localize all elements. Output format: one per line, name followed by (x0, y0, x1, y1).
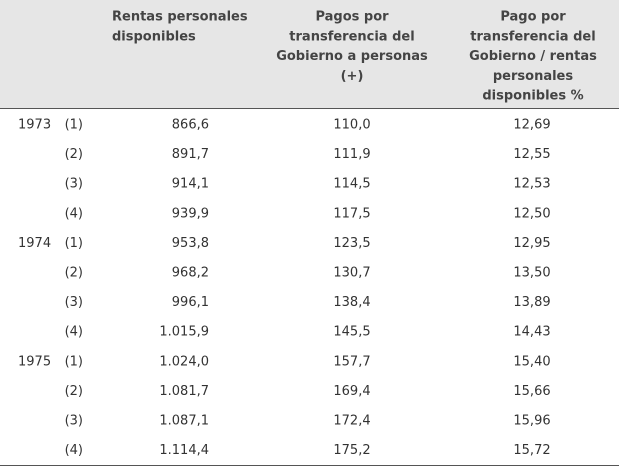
cell-value: 13,89 (513, 295, 550, 310)
cell-value: 939,9 (172, 206, 209, 221)
cell-value: 15,72 (513, 443, 550, 458)
cell-value: 14,43 (513, 325, 550, 340)
cell-value: 123,5 (333, 236, 370, 251)
column-header: transferencia del (289, 29, 414, 44)
column-header: Rentas personales (112, 10, 248, 25)
column-header: personales (493, 69, 574, 84)
cell-value: 12,53 (513, 177, 550, 192)
column-header: Gobierno a personas (276, 49, 428, 64)
period-label: (3) (65, 414, 83, 429)
cell-value: 12,69 (513, 118, 550, 133)
column-header: transferencia del (470, 29, 595, 44)
cell-value: 117,5 (333, 206, 370, 221)
cell-value: 130,7 (333, 266, 370, 281)
cell-value: 13,50 (513, 266, 550, 281)
column-header: Gobierno / rentas (469, 49, 597, 64)
cell-value: 996,1 (172, 295, 209, 310)
cell-value: 12,50 (513, 206, 550, 221)
cell-value: 968,2 (172, 266, 209, 281)
cell-value: 1.015,9 (159, 325, 209, 340)
column-header: Pago por (500, 10, 566, 25)
cell-value: 12,95 (513, 236, 550, 251)
period-label: (1) (65, 236, 83, 251)
cell-value: 15,40 (513, 354, 550, 369)
cell-value: 1.081,7 (159, 384, 209, 399)
cell-value: 145,5 (333, 325, 370, 340)
column-header: disponibles % (482, 89, 583, 104)
period-label: (1) (65, 118, 83, 133)
cell-value: 12,55 (513, 147, 550, 162)
cell-value: 114,5 (333, 177, 370, 192)
cell-value: 157,7 (333, 354, 370, 369)
period-label: (2) (65, 384, 83, 399)
cell-value: 1.024,0 (159, 354, 209, 369)
cell-value: 866,6 (172, 118, 209, 133)
period-label: 1974 (18, 236, 51, 251)
cell-value: 891,7 (172, 147, 209, 162)
cell-value: 110,0 (333, 118, 370, 133)
cell-value: 914,1 (172, 177, 209, 192)
cell-value: 1.087,1 (159, 414, 209, 429)
header-background (0, 0, 619, 108)
cell-value: 1.114,4 (159, 443, 209, 458)
period-label: (1) (65, 354, 83, 369)
period-label: (2) (65, 266, 83, 281)
cell-value: 172,4 (333, 414, 370, 429)
period-label: (4) (65, 325, 83, 340)
column-header: (+) (341, 69, 364, 84)
cell-value: 953,8 (172, 236, 209, 251)
cell-value: 111,9 (333, 147, 370, 162)
cell-value: 175,2 (333, 443, 370, 458)
period-label: (3) (65, 295, 83, 310)
cell-value: 15,66 (513, 384, 550, 399)
period-label: (2) (65, 147, 83, 162)
period-label: 1973 (18, 118, 51, 133)
cell-value: 138,4 (333, 295, 370, 310)
period-label: (4) (65, 206, 83, 221)
column-header: disponibles (112, 29, 196, 44)
period-label: (3) (65, 177, 83, 192)
cell-value: 169,4 (333, 384, 370, 399)
cell-value: 15,96 (513, 414, 550, 429)
period-label: 1975 (18, 354, 51, 369)
column-header: Pagos por (315, 10, 389, 25)
period-label: (4) (65, 443, 83, 458)
